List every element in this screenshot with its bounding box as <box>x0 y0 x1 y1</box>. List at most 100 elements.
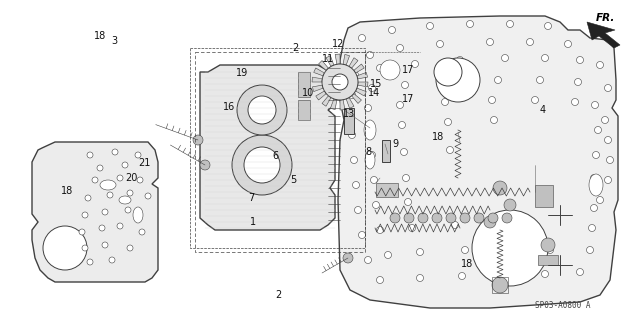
Circle shape <box>369 152 376 159</box>
Circle shape <box>107 192 113 198</box>
Circle shape <box>346 112 353 118</box>
Circle shape <box>564 41 572 48</box>
Text: 20: 20 <box>125 173 138 183</box>
Circle shape <box>403 174 410 182</box>
Circle shape <box>117 175 123 181</box>
Polygon shape <box>314 68 324 76</box>
Circle shape <box>376 277 383 284</box>
Text: SP03-A0800 A: SP03-A0800 A <box>535 300 591 309</box>
Bar <box>382 140 390 162</box>
Circle shape <box>527 39 534 46</box>
Circle shape <box>502 271 509 278</box>
Circle shape <box>446 213 456 223</box>
Text: 18: 18 <box>431 131 444 142</box>
Circle shape <box>591 101 598 108</box>
Polygon shape <box>322 96 331 106</box>
Circle shape <box>451 221 458 228</box>
Circle shape <box>460 213 470 223</box>
Circle shape <box>351 71 358 78</box>
Text: 19: 19 <box>236 68 248 78</box>
Circle shape <box>426 23 433 29</box>
Circle shape <box>502 55 509 62</box>
Bar <box>298 100 310 120</box>
Polygon shape <box>349 58 358 68</box>
Text: 9: 9 <box>392 138 399 149</box>
Circle shape <box>369 85 376 92</box>
Circle shape <box>365 105 371 112</box>
Circle shape <box>102 242 108 248</box>
Polygon shape <box>587 22 620 48</box>
Circle shape <box>474 213 484 223</box>
Polygon shape <box>338 16 618 308</box>
Circle shape <box>605 137 611 144</box>
Text: 15: 15 <box>370 78 383 89</box>
Circle shape <box>458 272 465 279</box>
Circle shape <box>248 96 276 124</box>
Circle shape <box>372 202 380 209</box>
Circle shape <box>547 247 554 254</box>
Circle shape <box>445 118 451 125</box>
Polygon shape <box>354 64 364 73</box>
Circle shape <box>506 20 513 27</box>
Polygon shape <box>319 61 328 70</box>
Polygon shape <box>312 77 323 82</box>
Polygon shape <box>357 72 367 79</box>
Text: 14: 14 <box>368 88 381 98</box>
Polygon shape <box>356 88 366 96</box>
Circle shape <box>97 165 103 171</box>
Circle shape <box>447 78 454 85</box>
Circle shape <box>432 213 442 223</box>
Circle shape <box>401 81 408 88</box>
Circle shape <box>351 157 358 164</box>
Circle shape <box>82 245 88 251</box>
Circle shape <box>380 60 400 80</box>
Circle shape <box>343 253 353 263</box>
Bar <box>298 72 310 97</box>
Bar <box>535 185 553 207</box>
Circle shape <box>577 56 584 63</box>
Circle shape <box>404 213 414 223</box>
Circle shape <box>332 74 348 90</box>
Circle shape <box>541 238 555 252</box>
Circle shape <box>447 146 454 153</box>
Text: 11: 11 <box>321 54 334 64</box>
Polygon shape <box>326 56 334 66</box>
Circle shape <box>385 251 392 258</box>
Circle shape <box>376 226 383 234</box>
Circle shape <box>541 271 548 278</box>
Circle shape <box>367 124 374 131</box>
Ellipse shape <box>119 196 131 204</box>
Circle shape <box>545 23 552 29</box>
Bar <box>538 255 558 265</box>
Circle shape <box>358 232 365 239</box>
Circle shape <box>237 85 287 135</box>
Polygon shape <box>312 85 323 92</box>
Circle shape <box>371 176 378 183</box>
Polygon shape <box>343 55 349 65</box>
Circle shape <box>504 199 516 211</box>
Circle shape <box>349 92 355 99</box>
Polygon shape <box>358 82 368 87</box>
Text: 4: 4 <box>540 105 546 115</box>
Polygon shape <box>32 142 158 282</box>
Text: 6: 6 <box>272 151 278 161</box>
Circle shape <box>591 204 598 211</box>
Circle shape <box>125 207 131 213</box>
Circle shape <box>200 160 210 170</box>
Circle shape <box>472 210 548 286</box>
Ellipse shape <box>133 207 143 223</box>
Polygon shape <box>346 98 354 108</box>
Circle shape <box>495 77 502 84</box>
Circle shape <box>137 177 143 183</box>
Text: 17: 17 <box>402 94 415 104</box>
Circle shape <box>434 58 462 86</box>
Circle shape <box>232 135 292 195</box>
Circle shape <box>322 64 358 100</box>
Circle shape <box>135 152 141 158</box>
Text: 2: 2 <box>292 43 299 53</box>
Ellipse shape <box>589 174 603 196</box>
Ellipse shape <box>364 120 376 140</box>
Circle shape <box>484 216 496 228</box>
Circle shape <box>541 55 548 62</box>
Circle shape <box>349 131 355 138</box>
